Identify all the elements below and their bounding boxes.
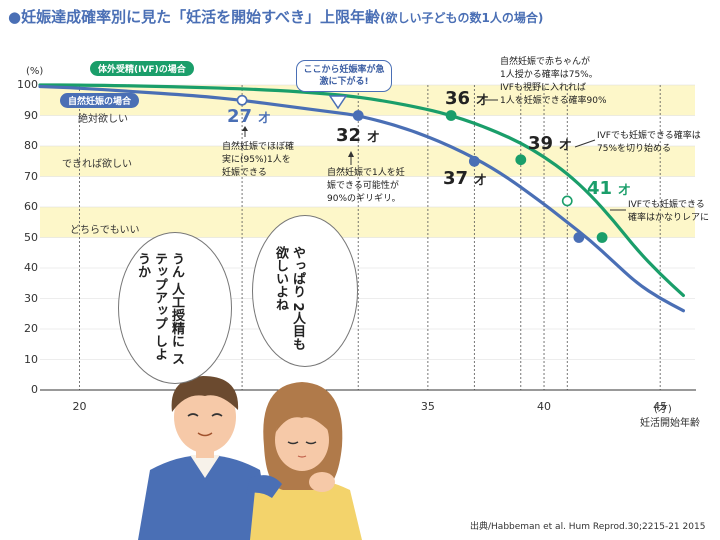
y-axis-unit: (%) xyxy=(26,66,44,77)
note-39: IVFでも妊娠できる確率は 75%を切り始める xyxy=(597,130,701,156)
man-arm xyxy=(246,475,282,498)
age-37: 37 才 xyxy=(443,168,486,189)
marker-ivf-39 xyxy=(515,154,527,166)
y-tick-80: 80 xyxy=(24,139,38,152)
ivf-line xyxy=(38,83,685,298)
man-hair xyxy=(171,376,239,412)
man-collar xyxy=(190,455,220,478)
age-27-number: 27 xyxy=(227,106,253,127)
band-1 xyxy=(40,146,695,177)
band-2 xyxy=(40,207,695,238)
age-27: 27 才 xyxy=(227,106,270,127)
man-face xyxy=(174,381,236,453)
marker-natural-32 xyxy=(352,110,364,121)
man-eye-right xyxy=(211,413,223,417)
marker-ivf-42.5 xyxy=(596,232,608,243)
y-tick-40: 40 xyxy=(24,261,38,274)
y-tick-100: 100 xyxy=(17,78,38,91)
x-tick-35: 35 xyxy=(420,400,435,413)
age-36: 36 才 xyxy=(445,88,488,109)
speech-bubble-woman xyxy=(252,215,358,367)
woman-body xyxy=(250,478,362,540)
marker-ivf-36 xyxy=(445,110,457,121)
woman-eye-right xyxy=(305,441,317,445)
legend-natural: 自然妊娠の場合 xyxy=(60,93,140,108)
age-41-number: 41 xyxy=(587,178,613,199)
band-label-absolutely: 絶対欲しい xyxy=(78,114,128,125)
speech-man-text: うん 人工授精に ステップアップ しようか xyxy=(135,252,184,366)
x-tick-45: 45 xyxy=(653,400,668,413)
marker-ivf-41 xyxy=(561,195,573,207)
y-tick-0: 0 xyxy=(31,383,38,396)
age-32: 32 才 xyxy=(336,125,379,146)
age-41: 41 才 xyxy=(587,178,630,199)
band-label-if-possible: できれば欲しい xyxy=(62,159,132,170)
age-39-unit: 才 xyxy=(559,138,572,152)
x-axis-label: 妊活開始年齢 xyxy=(640,418,700,429)
y-tick-70: 70 xyxy=(24,169,38,183)
leader-39 xyxy=(574,139,596,148)
age-41-unit: 才 xyxy=(618,183,631,197)
y-tick-60: 60 xyxy=(24,200,38,213)
note-39-text: IVFでも妊娠できる確率は 75%を切り始める xyxy=(597,131,701,154)
age-27-unit: 才 xyxy=(258,111,271,125)
age-32-unit: 才 xyxy=(367,130,380,144)
legend-ivf: 体外受精(IVF)の場合 xyxy=(90,61,194,76)
age-36-number: 36 xyxy=(445,88,471,109)
couple-illustration xyxy=(138,376,362,540)
callout-sharp-drop: ここから妊娠率が急激に下がる! xyxy=(296,60,392,92)
y-tick-50: 50 xyxy=(24,230,38,244)
note-32: 自然妊娠で1人を妊 娠できる可能性が 90%のギリギリ。 xyxy=(327,167,405,206)
title-sub: (欲しい子どもの数1人の場合) xyxy=(380,11,544,25)
x-tick-20: 20 xyxy=(72,400,87,413)
leader-27-arrow xyxy=(242,126,248,131)
y-tick-30: 30 xyxy=(24,291,38,305)
woman-face xyxy=(275,409,329,471)
age-36-unit: 才 xyxy=(476,93,489,107)
woman-eye-left xyxy=(287,441,299,445)
natural-line xyxy=(38,84,685,313)
leader-32-arrow xyxy=(348,151,354,157)
band-label-either: どちらでもいい xyxy=(70,225,140,236)
note-36: 自然妊娠で赤ちゃんが 1人授かる確率は75%。 IVFも視野に入れれば 1人を妊… xyxy=(500,56,607,108)
title-main: ●妊娠達成確率別に見た「妊活を開始すべき」上限年齢 xyxy=(8,8,381,26)
y-tick-90: 90 xyxy=(24,108,38,122)
age-32-number: 32 xyxy=(336,125,362,146)
speech-bubble-man xyxy=(118,232,232,384)
chart-title: ●妊娠達成確率別に見た「妊活を開始すべき」上限年齢(欲しい子どもの数1人の場合) xyxy=(8,6,543,27)
note-27-text: 自然妊娠でほぼ確 実に(95%)1人を 妊娠できる xyxy=(222,142,295,178)
woman-bangs xyxy=(276,399,330,432)
y-tick-10: 10 xyxy=(24,352,38,366)
note-27: 自然妊娠でほぼ確 実に(95%)1人を 妊娠できる xyxy=(222,141,294,180)
y-tick-20: 20 xyxy=(24,322,38,335)
age-37-unit: 才 xyxy=(474,173,487,187)
marker-natural-37 xyxy=(468,155,480,167)
source-credit: 出典/Habbeman et al. Hum Reprod.30;2215-21… xyxy=(470,522,706,532)
note-32-text: 自然妊娠で1人を妊 娠できる可能性が 90%のギリギリ。 xyxy=(327,168,405,204)
note-41-text: IVFでも妊娠できる 確率はかなりレアに xyxy=(628,200,710,223)
age-39-number: 39 xyxy=(528,133,554,154)
x-tick-40: 40 xyxy=(537,400,552,413)
man-eye-left xyxy=(187,413,199,417)
speech-woman-text: やっぱり 2人目も 欲しいよね xyxy=(273,246,305,351)
marker-natural-27 xyxy=(236,94,248,106)
note-41: IVFでも妊娠できる 確率はかなりレアに xyxy=(628,199,709,225)
woman-hand xyxy=(309,472,335,492)
callout-tail xyxy=(328,95,348,110)
note-36-text: 自然妊娠で赤ちゃんが 1人授かる確率は75%。 IVFも視野に入れれば 1人を妊… xyxy=(500,57,607,106)
marker-natural-41.5 xyxy=(573,232,585,243)
age-37-number: 37 xyxy=(443,168,469,189)
x-axis-unit: (才) xyxy=(654,404,672,415)
man-body xyxy=(138,455,272,540)
age-39: 39 才 xyxy=(528,133,571,154)
man-mouth xyxy=(197,432,213,437)
woman-mouth xyxy=(297,455,307,458)
